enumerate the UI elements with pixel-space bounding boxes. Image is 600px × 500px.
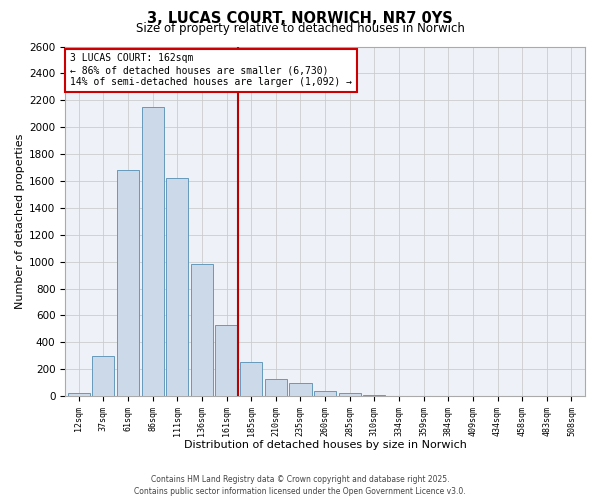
X-axis label: Distribution of detached houses by size in Norwich: Distribution of detached houses by size … [184,440,467,450]
Y-axis label: Number of detached properties: Number of detached properties [15,134,25,309]
Bar [68,394,90,396]
Bar [240,362,262,396]
Bar [314,392,336,396]
Text: Size of property relative to detached houses in Norwich: Size of property relative to detached ho… [136,22,464,35]
Bar [338,394,361,396]
Bar [92,356,115,396]
Bar [142,107,164,396]
Bar [191,264,213,396]
Text: 3, LUCAS COURT, NORWICH, NR7 0YS: 3, LUCAS COURT, NORWICH, NR7 0YS [147,11,453,26]
Bar [289,384,311,396]
Text: Contains HM Land Registry data © Crown copyright and database right 2025.
Contai: Contains HM Land Registry data © Crown c… [134,474,466,496]
Bar [117,170,139,396]
Bar [166,178,188,396]
Bar [215,325,238,396]
Bar [265,378,287,396]
Text: 3 LUCAS COURT: 162sqm
← 86% of detached houses are smaller (6,730)
14% of semi-d: 3 LUCAS COURT: 162sqm ← 86% of detached … [70,54,352,86]
